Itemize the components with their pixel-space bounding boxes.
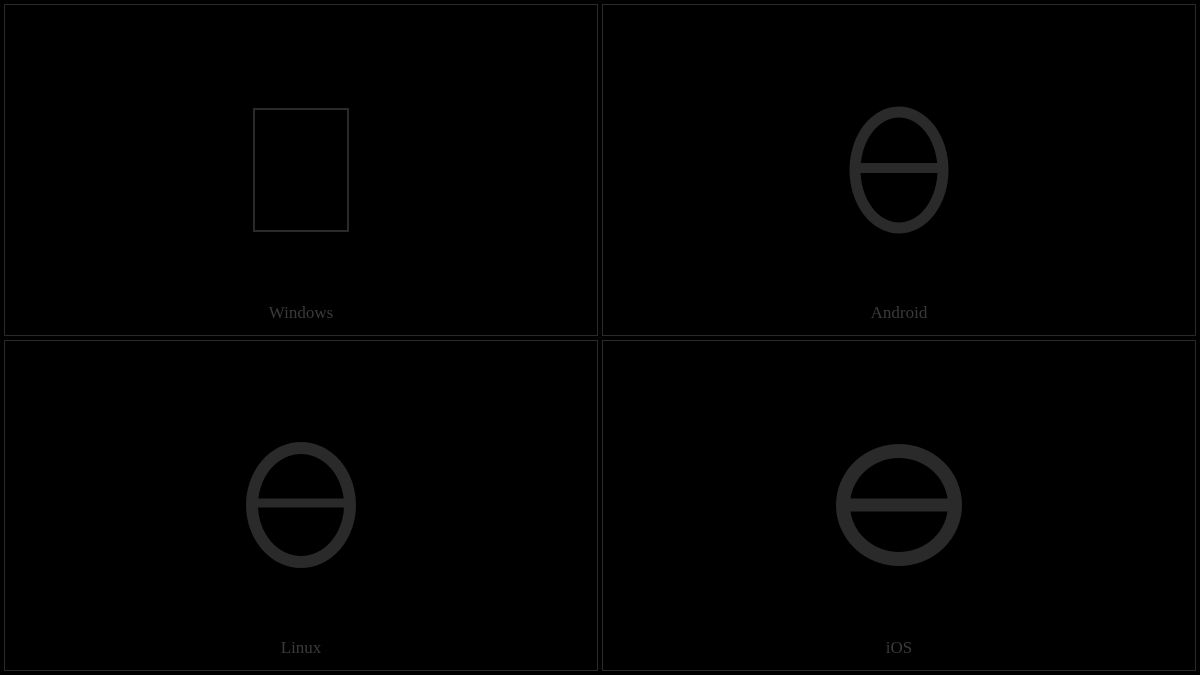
panel-ios: iOS [602,340,1196,672]
panel-linux: Linux [4,340,598,672]
os-label-android: Android [871,303,928,323]
panel-android: Android [602,4,1196,336]
os-label-windows: Windows [269,303,333,323]
os-label-ios: iOS [886,638,912,658]
panel-windows: Windows [4,4,598,336]
theta-glyph-android [849,106,949,234]
glyph-area-android [603,5,1195,335]
missing-glyph-box [253,108,349,232]
theta-glyph-linux [245,441,357,569]
glyph-area-linux [5,341,597,671]
theta-glyph-ios [835,443,963,567]
os-label-linux: Linux [281,638,322,658]
glyph-comparison-grid: Windows Android Linux iOS [0,0,1200,675]
glyph-area-ios [603,341,1195,671]
glyph-area-windows [5,5,597,335]
